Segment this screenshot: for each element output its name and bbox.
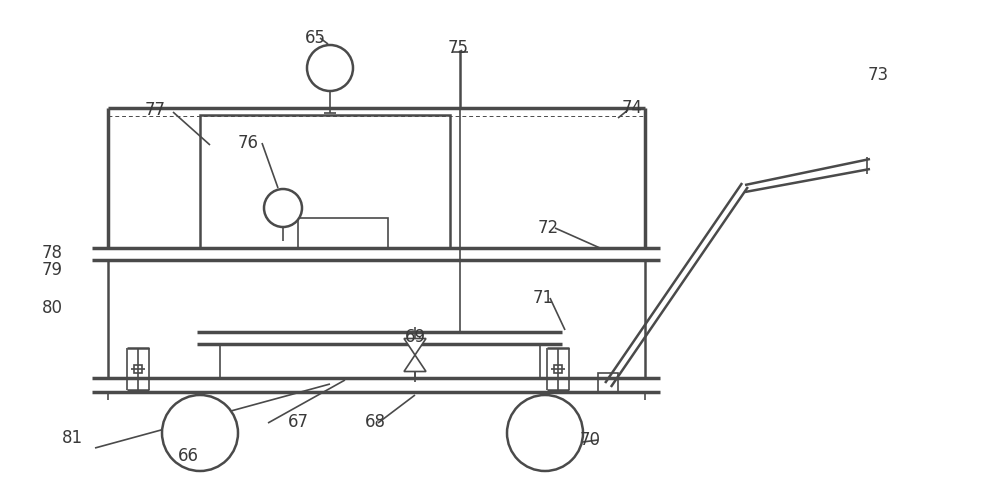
- Circle shape: [264, 189, 302, 227]
- Bar: [541, 428, 549, 438]
- Bar: [196, 428, 204, 438]
- Text: 77: 77: [145, 101, 166, 119]
- Circle shape: [507, 395, 583, 471]
- Bar: [598, 373, 618, 393]
- Bar: [298, 218, 388, 248]
- Polygon shape: [404, 355, 426, 371]
- Text: 67: 67: [288, 413, 309, 431]
- Text: 70: 70: [580, 431, 600, 449]
- Text: 65: 65: [305, 29, 326, 47]
- Text: 66: 66: [178, 447, 199, 465]
- Text: 74: 74: [622, 99, 642, 117]
- Text: 72: 72: [537, 219, 559, 237]
- Circle shape: [162, 395, 238, 471]
- Bar: [200, 115, 450, 248]
- Circle shape: [307, 45, 353, 91]
- Text: 81: 81: [61, 429, 83, 447]
- Polygon shape: [404, 338, 426, 355]
- Text: 73: 73: [867, 66, 889, 84]
- Text: 75: 75: [448, 39, 469, 57]
- Text: 79: 79: [42, 261, 63, 279]
- Text: 78: 78: [42, 244, 63, 262]
- Bar: [134, 365, 142, 373]
- Text: 76: 76: [238, 134, 259, 152]
- Text: 71: 71: [532, 289, 554, 307]
- Text: 68: 68: [365, 413, 386, 431]
- Text: 80: 80: [42, 299, 63, 317]
- Bar: [554, 365, 562, 373]
- Text: 69: 69: [405, 328, 426, 346]
